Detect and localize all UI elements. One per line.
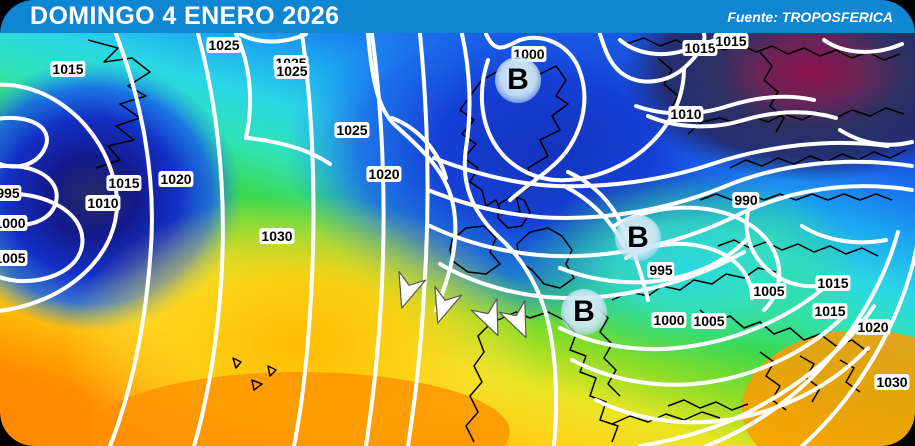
isobar-label: 1005 — [751, 283, 787, 299]
isobar-label: 1020 — [158, 171, 194, 187]
low-pressure-center: B — [615, 215, 661, 261]
source-credit: Fuente: TROPOSFERICA — [727, 9, 893, 25]
isobar-label: 1015 — [106, 175, 142, 191]
flow-arrow — [434, 285, 463, 324]
low-pressure-letter: B — [627, 221, 649, 254]
isobar-label: 1015 — [812, 303, 848, 319]
flow-arrow — [470, 298, 499, 337]
low-pressure-center: B — [561, 289, 607, 335]
isobar-label: 1015 — [815, 275, 851, 291]
header-bar: DOMINGO 4 ENERO 2026 Fuente: TROPOSFERIC… — [0, 0, 915, 33]
isobar-label: 1015 — [682, 40, 718, 56]
isobar-label: 1020 — [855, 319, 891, 335]
isobar-label: 1005 — [691, 313, 727, 329]
isobar-label: 1025 — [334, 122, 370, 138]
isobar-label: 995 — [647, 262, 675, 278]
isobar-label: 1000 — [651, 312, 687, 328]
isobar-label: 1030 — [874, 374, 910, 390]
isobar-label: 1025 — [206, 37, 242, 53]
flow-arrow — [398, 270, 427, 309]
isobar-label: 995 — [0, 185, 22, 201]
isobar-label: 1010 — [668, 106, 704, 122]
isobar-label: 1020 — [366, 166, 402, 182]
isobar-label: 1015 — [713, 33, 749, 49]
isobar-label: 990 — [732, 192, 760, 208]
page-title: DOMINGO 4 ENERO 2026 — [30, 2, 340, 30]
isobar-label: 1030 — [259, 228, 295, 244]
isobar-label: 1010 — [85, 195, 121, 211]
isobar-label: 1015 — [50, 61, 86, 77]
isobar-label: 1005 — [0, 250, 28, 266]
flow-arrow — [498, 300, 527, 339]
low-pressure-letter: B — [573, 295, 595, 328]
isobar-label: 1000 — [0, 215, 28, 231]
low-pressure-center: B — [495, 57, 541, 103]
low-pressure-letter: B — [507, 63, 529, 96]
isobar-label: 1025 — [274, 63, 310, 79]
